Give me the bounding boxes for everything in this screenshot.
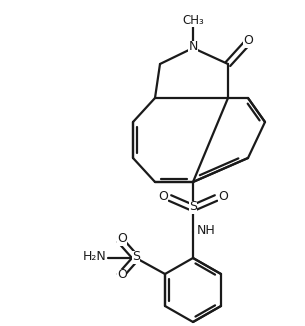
- Text: O: O: [218, 190, 228, 203]
- Text: S: S: [132, 250, 140, 263]
- Text: O: O: [117, 269, 127, 281]
- Text: O: O: [117, 232, 127, 245]
- Text: O: O: [158, 190, 168, 203]
- Text: CH₃: CH₃: [182, 13, 204, 26]
- Text: O: O: [243, 35, 253, 48]
- Text: NH: NH: [197, 225, 216, 238]
- Text: S: S: [189, 200, 197, 214]
- Text: H₂N: H₂N: [82, 250, 106, 263]
- Text: N: N: [188, 40, 198, 53]
